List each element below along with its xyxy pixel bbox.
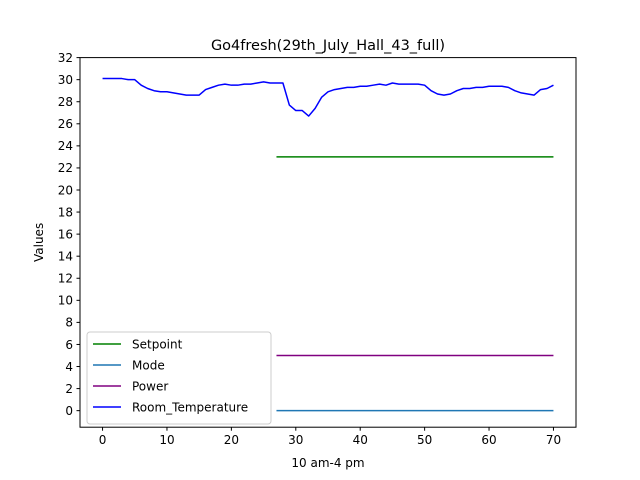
legend-label-room-temperature: Room_Temperature [132,400,248,414]
legend-label-mode: Mode [132,358,165,372]
series-line-room-temperature [102,77,554,117]
x-tick-label: 60 [481,433,496,447]
x-tick-label: 0 [99,433,107,447]
x-axis-label: 10 am-4 pm [291,456,364,470]
y-tick-label: 14 [58,249,73,263]
legend-label-setpoint: Setpoint [132,337,183,351]
legend-box [86,331,272,425]
chart-title: Go4fresh(29th_July_Hall_43_full) [211,38,445,54]
x-tick-label: 40 [353,433,368,447]
y-tick-label: 26 [58,117,73,131]
y-tick-label: 12 [58,272,73,286]
x-tick-label: 70 [546,433,561,447]
y-tick-label: 24 [58,139,73,153]
legend-label-power: Power [132,379,168,393]
y-axis-label: Values [32,223,46,262]
y-tick-label: 10 [58,294,73,308]
y-tick-label: 20 [58,183,73,197]
x-tick-label: 50 [417,433,432,447]
y-tick-label: 2 [65,382,73,396]
x-axis: 0 10 20 30 40 50 60 70 [99,427,561,447]
x-tick-label: 30 [288,433,303,447]
plot-frame [79,57,577,428]
y-tick-label: 18 [58,205,73,219]
y-tick-label: 6 [65,338,73,352]
y-tick-label: 28 [58,95,73,109]
y-tick-label: 4 [65,360,73,374]
x-tick-label: 10 [159,433,174,447]
y-tick-label: 22 [58,161,73,175]
plot-lines [102,77,554,412]
y-tick-label: 32 [58,51,73,65]
y-tick-label: 30 [58,73,73,87]
legend: Setpoint Mode Power Room_Temperature [86,331,272,425]
y-tick-label: 16 [58,227,73,241]
y-tick-label: 8 [65,316,73,330]
x-tick-label: 20 [224,433,239,447]
y-tick-label: 0 [65,404,73,418]
